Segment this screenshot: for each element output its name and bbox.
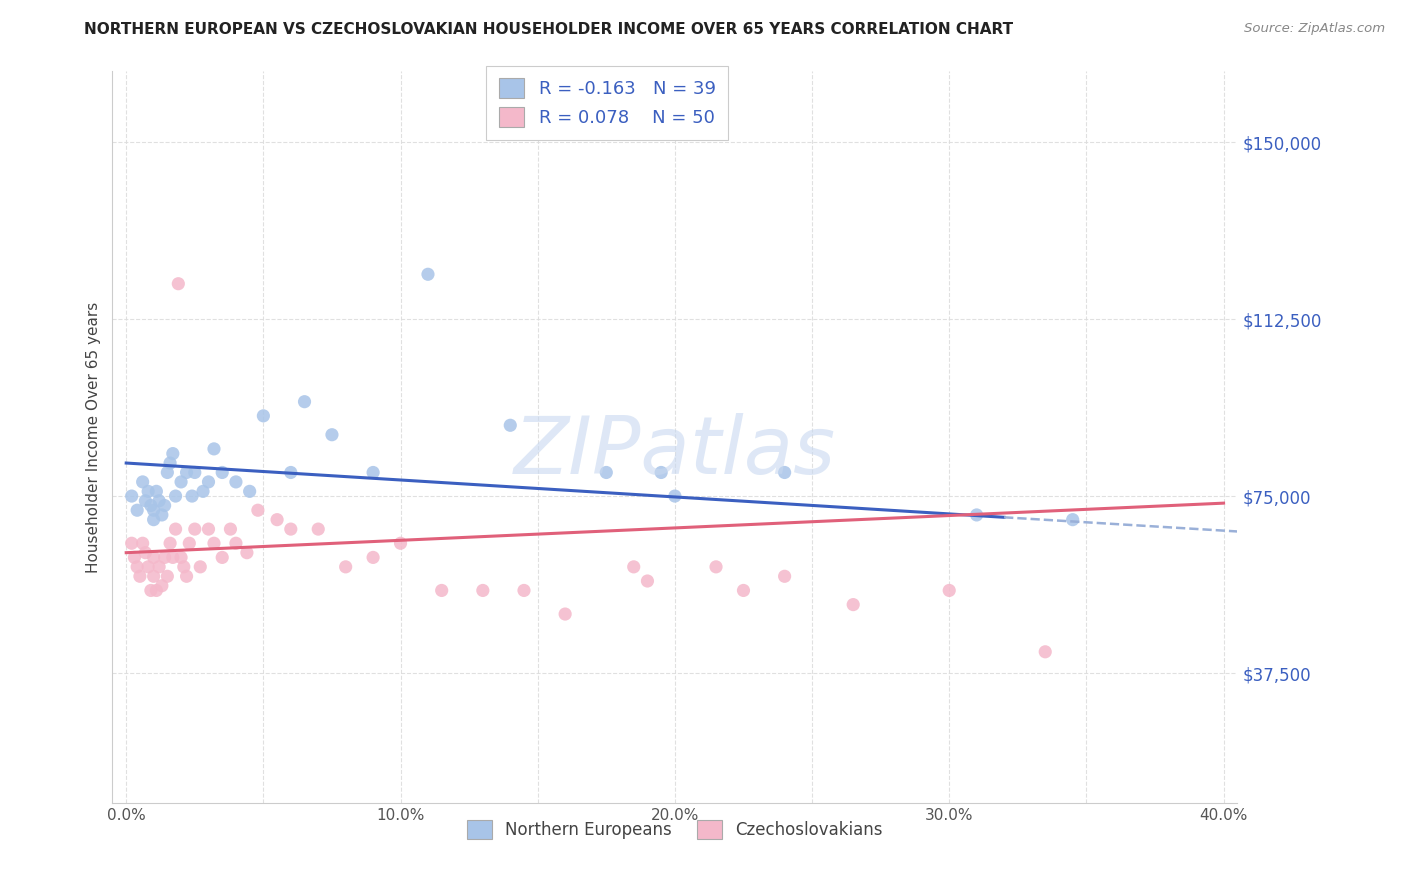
Point — [197, 522, 219, 536]
Point — [664, 489, 686, 503]
Point — [225, 536, 247, 550]
Point — [176, 466, 198, 480]
Point — [136, 559, 159, 574]
Point — [239, 484, 262, 499]
Point — [131, 475, 153, 489]
Point — [142, 550, 165, 565]
Point — [159, 536, 181, 550]
Point — [636, 574, 658, 588]
Point — [170, 550, 193, 565]
Point — [145, 484, 167, 499]
Point — [188, 559, 211, 574]
Point — [165, 489, 187, 503]
Point — [389, 536, 412, 550]
Point — [361, 466, 384, 480]
Point — [471, 583, 494, 598]
Point — [142, 513, 165, 527]
Point — [176, 569, 198, 583]
Point — [184, 466, 207, 480]
Point — [252, 409, 274, 423]
Point — [191, 484, 214, 499]
Text: ZIPatlas: ZIPatlas — [513, 413, 837, 491]
Point — [184, 522, 207, 536]
Point — [236, 546, 259, 560]
Point — [1062, 513, 1084, 527]
Point — [167, 277, 190, 291]
Point — [162, 550, 184, 565]
Point — [266, 513, 288, 527]
Point — [202, 442, 225, 456]
Point — [499, 418, 522, 433]
Point — [165, 522, 187, 536]
Point — [211, 550, 233, 565]
Point — [938, 583, 960, 598]
Point — [153, 550, 176, 565]
Text: Source: ZipAtlas.com: Source: ZipAtlas.com — [1244, 22, 1385, 36]
Point — [513, 583, 536, 598]
Point — [136, 484, 159, 499]
Point — [139, 499, 162, 513]
Point — [121, 536, 143, 550]
Y-axis label: Householder Income Over 65 years: Householder Income Over 65 years — [86, 301, 101, 573]
Point — [294, 394, 316, 409]
Point — [225, 475, 247, 489]
Point — [733, 583, 755, 598]
Point — [150, 579, 173, 593]
Point — [145, 583, 167, 598]
Point — [173, 559, 195, 574]
Point — [595, 466, 617, 480]
Point — [202, 536, 225, 550]
Point — [156, 569, 179, 583]
Point — [623, 559, 645, 574]
Point — [150, 508, 173, 522]
Point — [321, 427, 343, 442]
Point — [153, 499, 176, 513]
Point — [159, 456, 181, 470]
Point — [773, 569, 796, 583]
Point — [139, 583, 162, 598]
Point — [361, 550, 384, 565]
Point — [197, 475, 219, 489]
Point — [142, 569, 165, 583]
Point — [124, 550, 146, 565]
Point — [142, 503, 165, 517]
Point — [307, 522, 329, 536]
Point — [148, 493, 170, 508]
Point — [704, 559, 727, 574]
Legend: Northern Europeans, Czechoslovakians: Northern Europeans, Czechoslovakians — [460, 814, 890, 846]
Text: NORTHERN EUROPEAN VS CZECHOSLOVAKIAN HOUSEHOLDER INCOME OVER 65 YEARS CORRELATIO: NORTHERN EUROPEAN VS CZECHOSLOVAKIAN HOU… — [84, 22, 1014, 37]
Point — [121, 489, 143, 503]
Point — [246, 503, 269, 517]
Point — [134, 493, 156, 508]
Point — [156, 466, 179, 480]
Point — [280, 522, 302, 536]
Point — [280, 466, 302, 480]
Point — [162, 447, 184, 461]
Point — [181, 489, 204, 503]
Point — [842, 598, 865, 612]
Point — [650, 466, 672, 480]
Point — [170, 475, 193, 489]
Point — [134, 546, 156, 560]
Point — [219, 522, 242, 536]
Point — [131, 536, 153, 550]
Point — [127, 503, 149, 517]
Point — [211, 466, 233, 480]
Point — [129, 569, 152, 583]
Point — [430, 583, 453, 598]
Point — [127, 559, 149, 574]
Point — [773, 466, 796, 480]
Point — [416, 267, 439, 281]
Point — [966, 508, 988, 522]
Point — [179, 536, 201, 550]
Point — [1033, 645, 1056, 659]
Point — [335, 559, 357, 574]
Point — [554, 607, 576, 621]
Point — [148, 559, 170, 574]
